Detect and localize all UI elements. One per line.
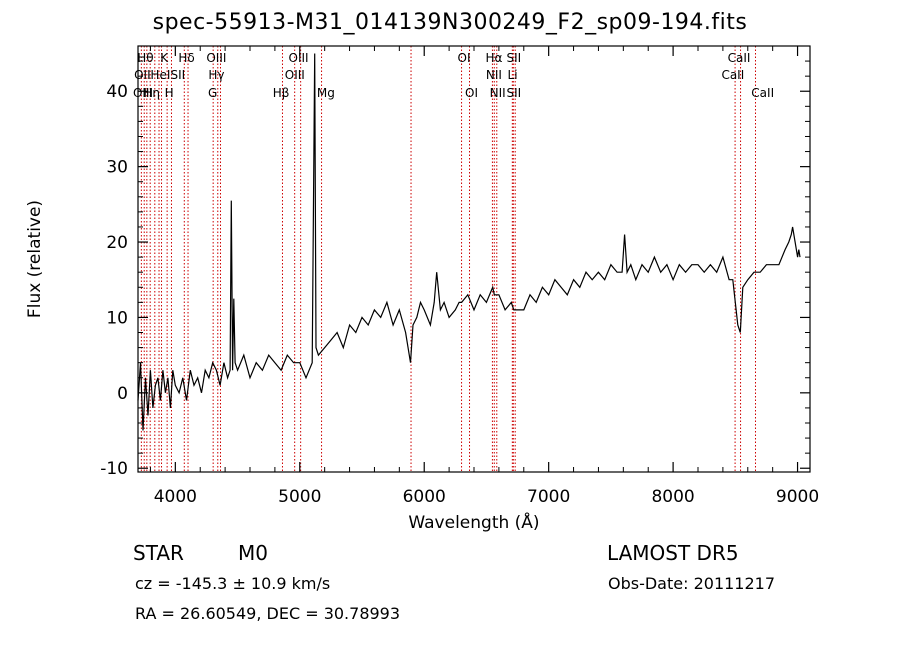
marker-label: SII [170, 68, 185, 82]
object-class: STAR [133, 541, 184, 565]
marker-label: Hα [485, 51, 502, 65]
marker-label: NII [490, 86, 506, 100]
marker-label: K [160, 51, 169, 65]
marker-label: Hδ [178, 51, 194, 65]
object-subclass: M0 [238, 541, 268, 565]
marker-label: OIII [285, 68, 305, 82]
redshift-velocity: cz = -145.3 ± 10.9 km/s [135, 574, 331, 593]
observation-date: Obs-Date: 20111217 [608, 574, 776, 593]
marker-label: OIII [289, 51, 309, 65]
marker-label: OI [465, 86, 478, 100]
y-tick-label: 10 [106, 308, 128, 328]
y-tick-label: 0 [117, 384, 128, 404]
marker-label: Hη [143, 86, 160, 100]
line-markers [140, 46, 756, 472]
marker-label: HeI [150, 68, 170, 82]
marker-label: OI [458, 51, 471, 65]
x-tick-label: 4000 [154, 487, 197, 507]
y-axis-label: Flux (relative) [25, 200, 45, 318]
marker-label: NII [486, 68, 502, 82]
marker-label: Hγ [208, 68, 224, 82]
y-tick-label: 30 [106, 158, 128, 178]
marker-label: Li [508, 68, 518, 82]
sky-coordinates: RA = 26.60549, DEC = 30.78993 [135, 604, 401, 623]
chart-title: spec-55913-M31_014139N300249_F2_sp09-194… [152, 10, 748, 35]
marker-label: H [165, 86, 174, 100]
marker-label: Hβ [273, 86, 290, 100]
marker-label: CaII [721, 68, 744, 82]
x-tick-label: 6000 [403, 487, 446, 507]
marker-label: SII [506, 86, 521, 100]
marker-label: SII [506, 51, 521, 65]
x-axis-label: Wavelength (Å) [408, 511, 539, 533]
marker-label: OIII [206, 51, 226, 65]
x-tick-label: 8000 [651, 487, 694, 507]
survey-name: LAMOST DR5 [607, 541, 739, 565]
x-tick-label: 7000 [527, 487, 570, 507]
axis-ticks: 4000 5000 6000 7000 8000 9000 -10 0 10 20 30 40 [100, 46, 819, 507]
spectrum-line [137, 53, 801, 431]
x-tick-label: 9000 [776, 487, 819, 507]
y-tick-label: 20 [106, 233, 128, 253]
y-tick-label: -10 [100, 459, 128, 479]
marker-label: OII [134, 68, 151, 82]
marker-label: G [208, 86, 217, 100]
y-tick-label: 40 [106, 82, 128, 102]
marker-label: Hθ [137, 51, 153, 65]
x-tick-label: 5000 [278, 487, 321, 507]
marker-label: Mg [317, 86, 335, 100]
marker-label: CaII [728, 51, 751, 65]
plot-frame [137, 45, 811, 473]
marker-label: CaII [751, 86, 774, 100]
